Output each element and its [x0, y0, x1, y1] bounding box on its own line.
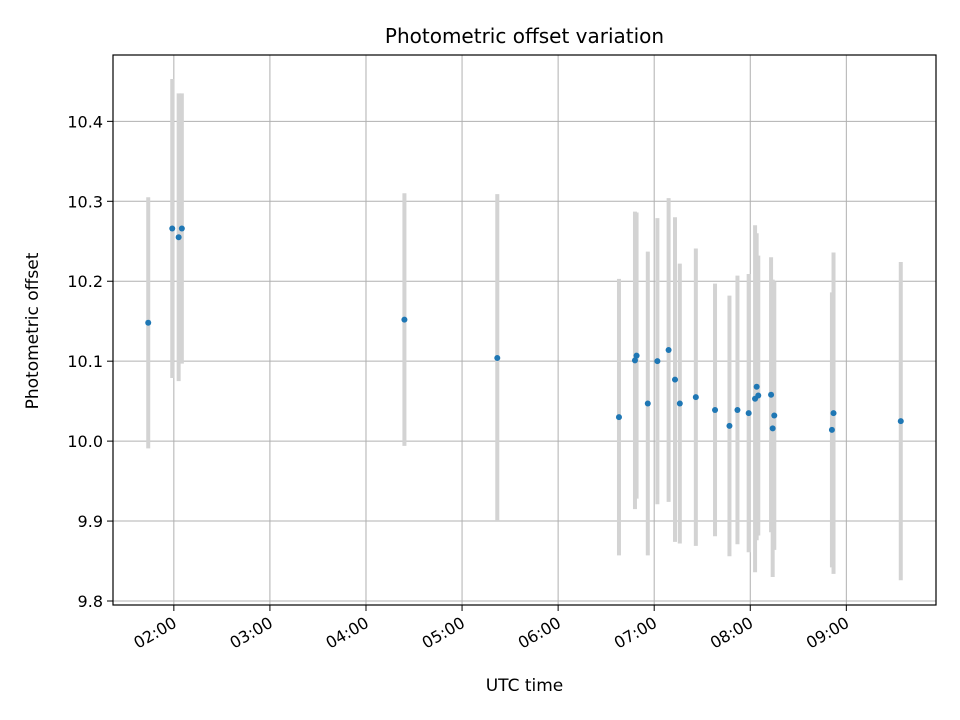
data-point — [753, 383, 760, 390]
y-tick-label: 9.9 — [78, 512, 103, 531]
data-point — [734, 406, 741, 413]
data-point — [494, 354, 501, 361]
y-tick-label: 10.0 — [67, 432, 103, 451]
y-tick-label: 10.3 — [67, 192, 103, 211]
data-point — [665, 346, 672, 353]
data-point — [615, 414, 622, 421]
data-point — [672, 376, 679, 383]
x-axis-title: UTC time — [486, 676, 564, 696]
data-point — [178, 225, 185, 232]
data-point — [654, 358, 661, 365]
y-tick-label: 10.1 — [67, 352, 103, 371]
data-point — [175, 234, 182, 241]
data-point — [644, 400, 651, 407]
data-point — [692, 394, 699, 401]
y-tick-label: 9.8 — [78, 592, 103, 611]
plot-frame — [112, 54, 937, 606]
chart-title: Photometric offset variation — [385, 24, 664, 48]
data-point — [897, 418, 904, 425]
data-point — [145, 319, 152, 326]
y-tick-label: 10.4 — [67, 112, 103, 131]
data-point — [676, 400, 683, 407]
data-point — [726, 422, 733, 429]
data-point — [631, 357, 638, 364]
data-point — [169, 225, 176, 232]
y-axis-title: Photometric offset — [23, 252, 43, 409]
data-point — [633, 352, 640, 359]
y-tick-label: 10.2 — [67, 272, 103, 291]
grid — [113, 55, 936, 605]
data-points — [145, 225, 904, 433]
data-point — [830, 410, 837, 417]
data-point — [745, 410, 752, 417]
data-point — [771, 412, 778, 419]
data-point — [828, 426, 835, 433]
data-point — [769, 425, 776, 432]
data-point — [768, 391, 775, 398]
data-point — [712, 406, 719, 413]
data-point — [401, 316, 408, 323]
data-point — [755, 392, 762, 399]
